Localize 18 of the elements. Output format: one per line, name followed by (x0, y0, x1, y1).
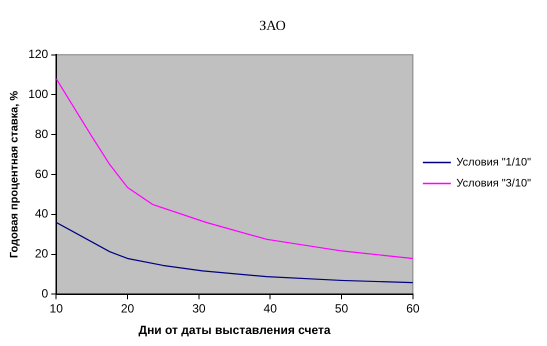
legend-label: Условия "3/10" (456, 178, 532, 190)
x-tick-label: 60 (406, 302, 420, 316)
y-tick-label: 0 (42, 286, 49, 301)
y-tick-label: 80 (34, 126, 49, 141)
chart-title: ЗАО (259, 19, 286, 34)
y-tick-label: 40 (34, 206, 49, 221)
x-tick-label: 40 (264, 302, 278, 316)
x-tick-label: 50 (334, 302, 349, 316)
y-tick-label: 20 (34, 246, 49, 261)
x-tick-label: 30 (192, 302, 206, 316)
y-tick-label: 120 (28, 47, 49, 62)
y-axis-title: Годовая процентная ставка, % (8, 90, 21, 258)
y-tick-label: 100 (28, 87, 49, 102)
x-axis-title: Дни от даты выставления счета (138, 323, 331, 338)
x-tick-label: 20 (120, 302, 135, 316)
legend-label: Условия "1/10" (456, 156, 532, 169)
x-tick-label: 10 (50, 302, 64, 316)
y-tick-label: 60 (34, 166, 49, 181)
